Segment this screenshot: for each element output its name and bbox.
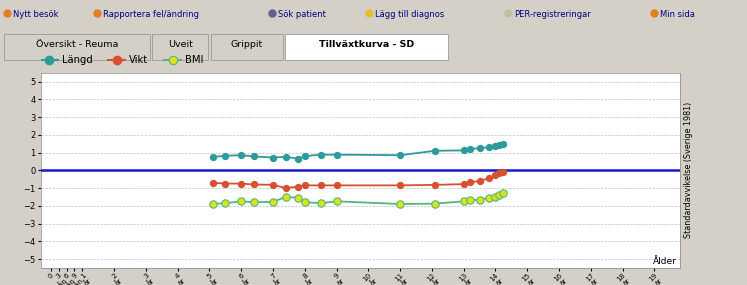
Point bbox=[474, 146, 486, 150]
Point bbox=[493, 193, 505, 198]
Point bbox=[464, 180, 476, 185]
Point bbox=[267, 200, 279, 204]
Point bbox=[429, 148, 441, 153]
Point bbox=[314, 183, 326, 188]
Point bbox=[207, 155, 219, 159]
FancyBboxPatch shape bbox=[152, 34, 208, 60]
Text: Översikt - Reuma: Översikt - Reuma bbox=[36, 40, 118, 50]
Text: PER-registreringar: PER-registreringar bbox=[514, 11, 591, 19]
Point bbox=[493, 143, 505, 147]
FancyBboxPatch shape bbox=[285, 34, 448, 60]
Point bbox=[248, 182, 260, 187]
Text: BMI: BMI bbox=[185, 55, 203, 65]
Text: Min sida: Min sida bbox=[660, 11, 695, 19]
Point bbox=[394, 202, 406, 206]
Point bbox=[280, 186, 292, 190]
Point bbox=[474, 179, 486, 183]
Point bbox=[207, 180, 219, 185]
Point bbox=[299, 200, 311, 205]
Point bbox=[267, 155, 279, 160]
Text: Grippit: Grippit bbox=[231, 40, 263, 50]
Point bbox=[489, 144, 501, 148]
Point bbox=[280, 195, 292, 199]
FancyBboxPatch shape bbox=[4, 34, 150, 60]
Point bbox=[394, 183, 406, 188]
Point bbox=[248, 154, 260, 159]
Point bbox=[235, 153, 247, 158]
Text: Rapportera fel/ändring: Rapportera fel/ändring bbox=[103, 11, 199, 19]
Point bbox=[458, 182, 470, 186]
Point bbox=[220, 201, 232, 205]
Point bbox=[314, 152, 326, 157]
FancyBboxPatch shape bbox=[211, 34, 283, 60]
Text: Lägg till diagnos: Lägg till diagnos bbox=[374, 11, 444, 19]
Point bbox=[331, 199, 343, 203]
Point bbox=[483, 196, 495, 200]
Point bbox=[235, 181, 247, 186]
Point bbox=[299, 183, 311, 188]
Point bbox=[394, 153, 406, 158]
Point bbox=[458, 148, 470, 153]
Point bbox=[489, 195, 501, 199]
Point bbox=[235, 199, 247, 203]
Point bbox=[498, 169, 509, 174]
Point bbox=[483, 145, 495, 150]
Point bbox=[248, 200, 260, 205]
Text: Nytt besök: Nytt besök bbox=[13, 11, 59, 19]
Point bbox=[293, 156, 305, 161]
Point bbox=[489, 173, 501, 178]
Point bbox=[314, 201, 326, 205]
Point bbox=[464, 198, 476, 203]
Point bbox=[220, 153, 232, 158]
Point bbox=[207, 202, 219, 206]
Text: Sök patient: Sök patient bbox=[278, 11, 326, 19]
Point bbox=[267, 183, 279, 187]
Point bbox=[498, 141, 509, 146]
Text: Tillväxtkurva - SD: Tillväxtkurva - SD bbox=[319, 40, 415, 50]
Point bbox=[498, 191, 509, 196]
Point bbox=[280, 154, 292, 159]
Point bbox=[299, 154, 311, 158]
Point bbox=[464, 147, 476, 151]
Text: Uveit: Uveit bbox=[168, 40, 193, 50]
Point bbox=[331, 152, 343, 157]
Point bbox=[293, 184, 305, 189]
Text: Ålder: Ålder bbox=[653, 257, 677, 266]
Text: Vikt: Vikt bbox=[129, 55, 148, 65]
Point bbox=[493, 171, 505, 176]
Point bbox=[220, 181, 232, 186]
Point bbox=[458, 199, 470, 203]
Point bbox=[429, 183, 441, 187]
Point bbox=[429, 201, 441, 206]
Point bbox=[293, 196, 305, 200]
Point bbox=[483, 176, 495, 181]
Text: Längd: Längd bbox=[61, 55, 93, 65]
Y-axis label: Standardavvikelse (Sverige 1981): Standardavvikelse (Sverige 1981) bbox=[684, 102, 693, 239]
Point bbox=[331, 183, 343, 188]
Point bbox=[474, 197, 486, 202]
